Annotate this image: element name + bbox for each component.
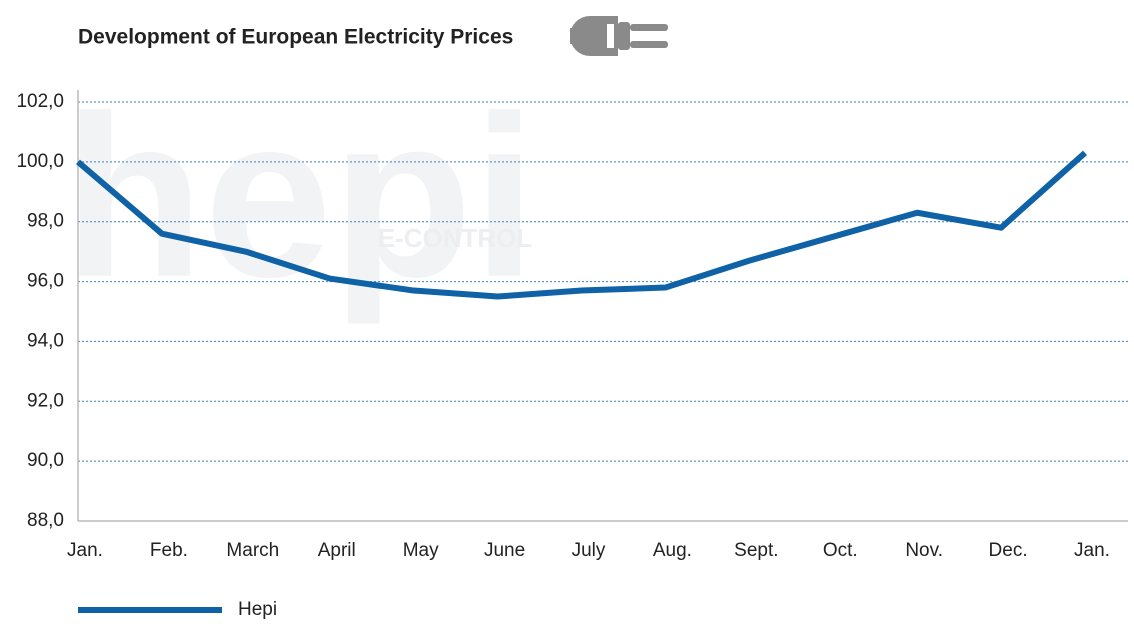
y-tick-label: 98,0 bbox=[27, 211, 64, 232]
x-tick-label: Jan. bbox=[1074, 540, 1110, 561]
y-tick-label: 94,0 bbox=[27, 330, 64, 351]
x-tick-label: Jan. bbox=[67, 540, 103, 561]
y-tick-label: 88,0 bbox=[27, 510, 64, 531]
watermark: E-CONTROL bbox=[378, 223, 533, 253]
x-tick-label: Aug. bbox=[653, 540, 692, 561]
y-tick-label: 100,0 bbox=[16, 151, 64, 172]
data-line bbox=[76, 150, 1087, 300]
x-tick-label: April bbox=[318, 540, 356, 561]
x-tick-label: Feb. bbox=[150, 540, 188, 561]
x-tick-label: Sept. bbox=[734, 540, 778, 561]
x-tick-label: June bbox=[484, 540, 525, 561]
y-tick-label: 90,0 bbox=[27, 450, 64, 471]
x-tick-label: Dec. bbox=[989, 540, 1028, 561]
y-tick-label: 96,0 bbox=[27, 271, 64, 292]
y-tick-label: 92,0 bbox=[27, 390, 64, 411]
y-tick-label: 102,0 bbox=[16, 91, 64, 112]
x-tick-label: July bbox=[572, 540, 606, 561]
plug-icon bbox=[570, 16, 668, 56]
x-tick-label: March bbox=[226, 540, 279, 561]
watermark: hepi bbox=[64, 68, 537, 325]
x-tick-label: May bbox=[403, 540, 439, 561]
x-tick-label: Nov. bbox=[905, 540, 943, 561]
x-tick-label: Oct. bbox=[823, 540, 858, 561]
legend-label: Hepi bbox=[238, 599, 277, 620]
chart-title: Development of European Electricity Pric… bbox=[78, 26, 513, 49]
